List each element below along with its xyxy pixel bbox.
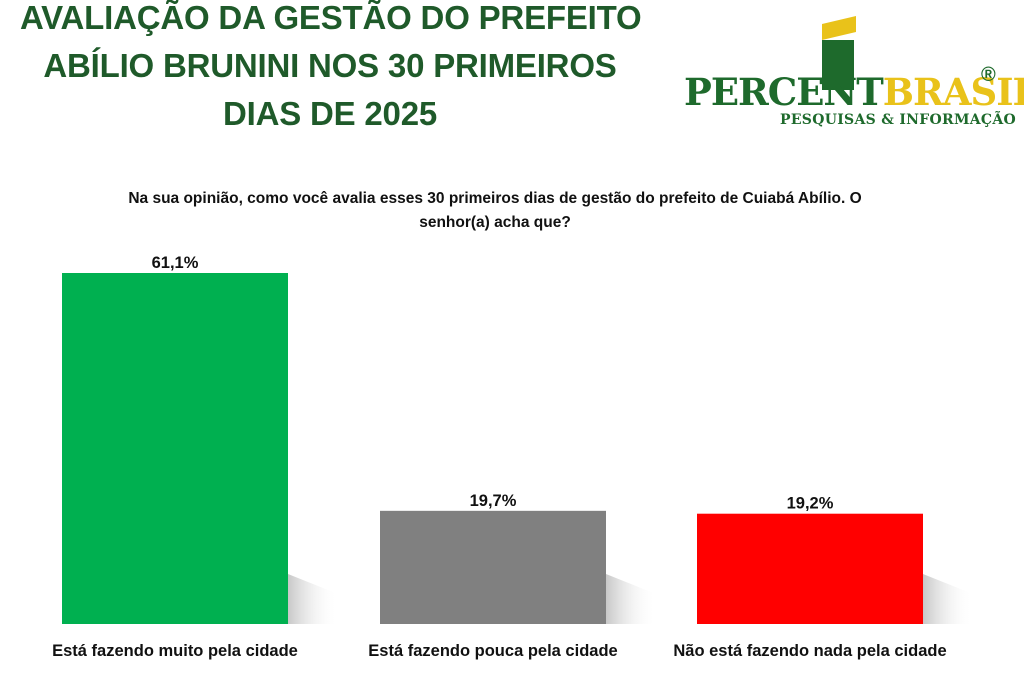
logo-word-percent: PERCENT <box>684 70 884 114</box>
bar-shadow <box>923 574 973 624</box>
bar-shadow <box>606 574 656 624</box>
logo-word-brasil: BRASIL <box>882 70 1024 114</box>
title-line-2: ABÍLIO BRUNINI NOS 30 PRIMEIROS <box>43 47 617 84</box>
bar-3 <box>697 513 923 624</box>
category-label-2: Está fazendo pouca pela cidade <box>368 642 617 660</box>
value-label-2: 19,7% <box>470 492 517 510</box>
title-line-3: DIAS DE 2025 <box>222 95 438 132</box>
percentbrasil-logo: PERCENTBRASIL ® PESQUISAS & INFORMAÇÃO <box>680 10 1024 135</box>
value-label-3: 19,2% <box>787 495 834 513</box>
bar-1 <box>62 273 288 624</box>
chart-title: AVALIAÇÃO DA GESTÃO DO PREFEITO ABÍLIO B… <box>20 0 642 138</box>
category-label-1: Está fazendo muito pela cidade <box>52 642 298 660</box>
bar-chart: 61,1% Está fazendo muito pela cidade 19,7%… <box>52 254 973 660</box>
survey-question: Na sua opinião, como você avalia esses 3… <box>128 190 862 231</box>
title-line-1: AVALIAÇÃO DA GESTÃO DO PREFEITO <box>20 0 642 36</box>
value-label-1: 61,1% <box>152 254 199 272</box>
category-label-3: Não está fazendo nada pela cidade <box>673 642 946 660</box>
registered-mark: ® <box>981 64 996 86</box>
flag-icon <box>822 16 856 90</box>
bar-2 <box>380 510 606 624</box>
logo-tagline: PESQUISAS & INFORMAÇÃO <box>780 112 1017 128</box>
bar-shadow <box>288 574 338 624</box>
logo-wordmark: PERCENTBRASIL <box>684 70 1024 114</box>
